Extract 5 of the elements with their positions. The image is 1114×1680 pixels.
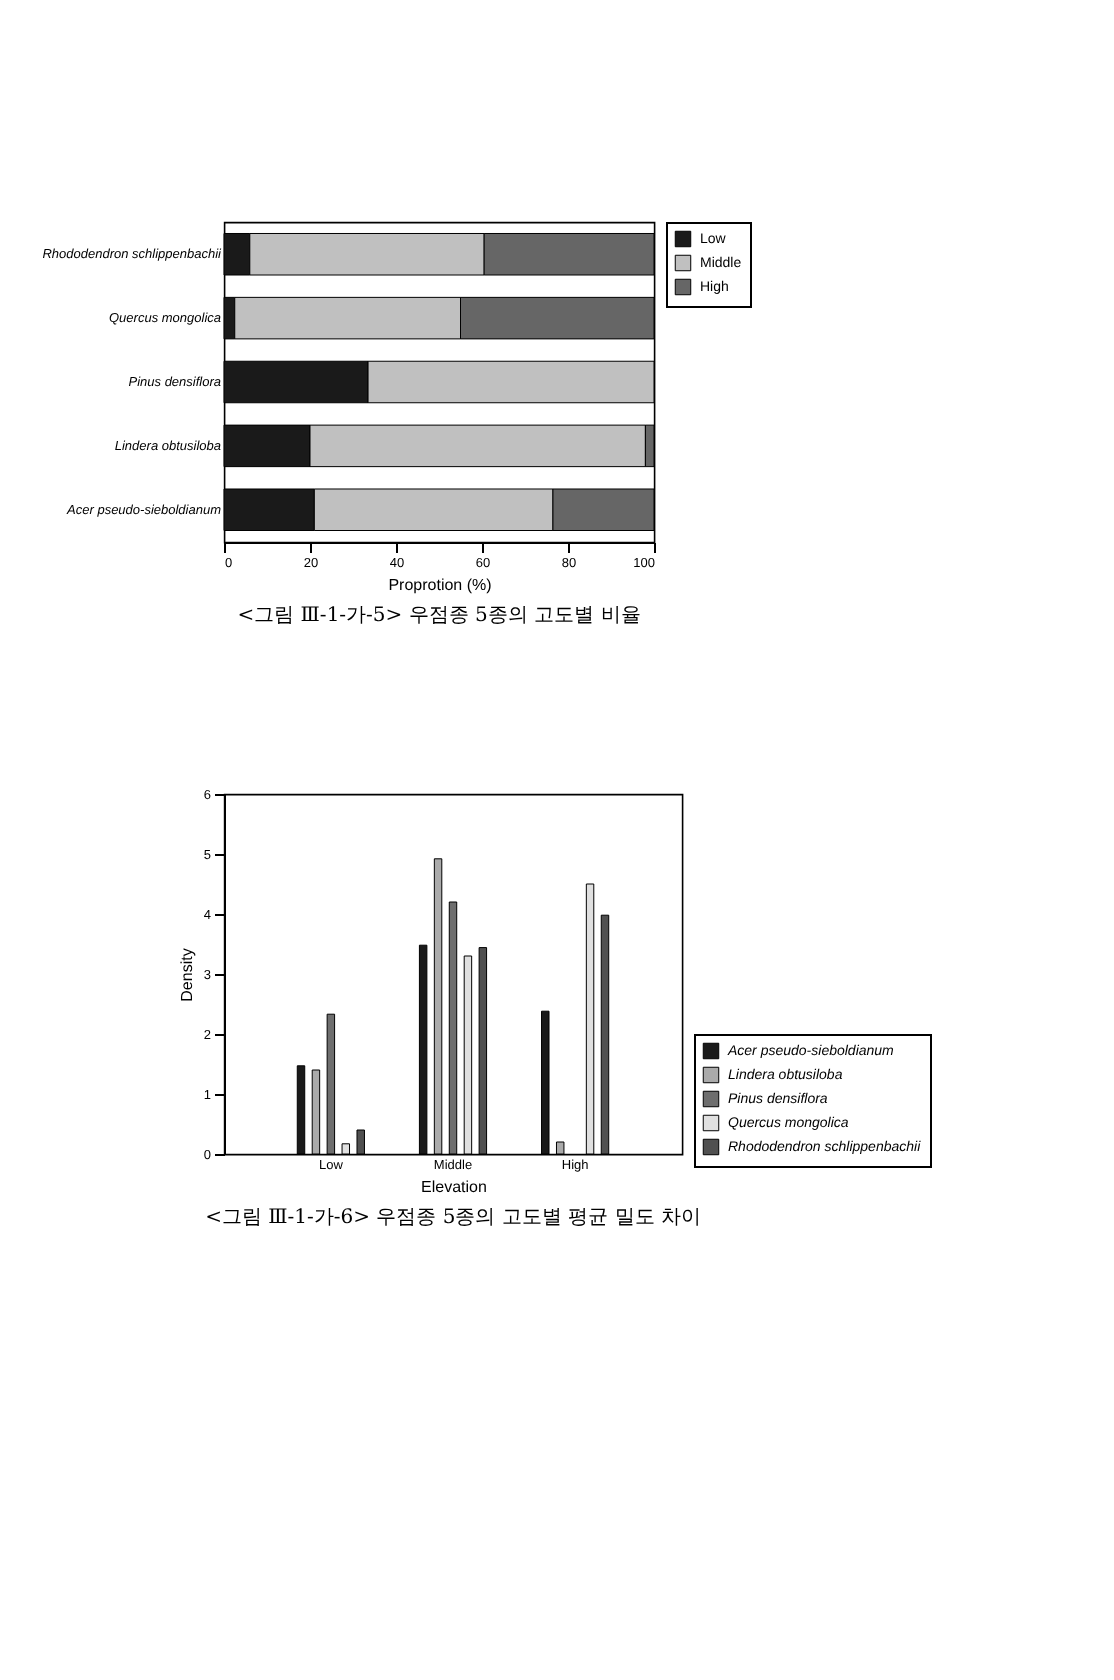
x-axis-title: Elevation: [421, 1178, 487, 1196]
text: <그림 Ⅲ-1-가-6> 우점종 5종의 고도별 평균 밀도 차이: [205, 1207, 701, 1229]
x-axis-title: Proprotion (%): [388, 576, 493, 594]
y-axis-title: Density: [177, 948, 196, 1002]
text: <그림 Ⅲ-1-가-5> 우점종 5종의 고도별 비율: [237, 605, 641, 627]
